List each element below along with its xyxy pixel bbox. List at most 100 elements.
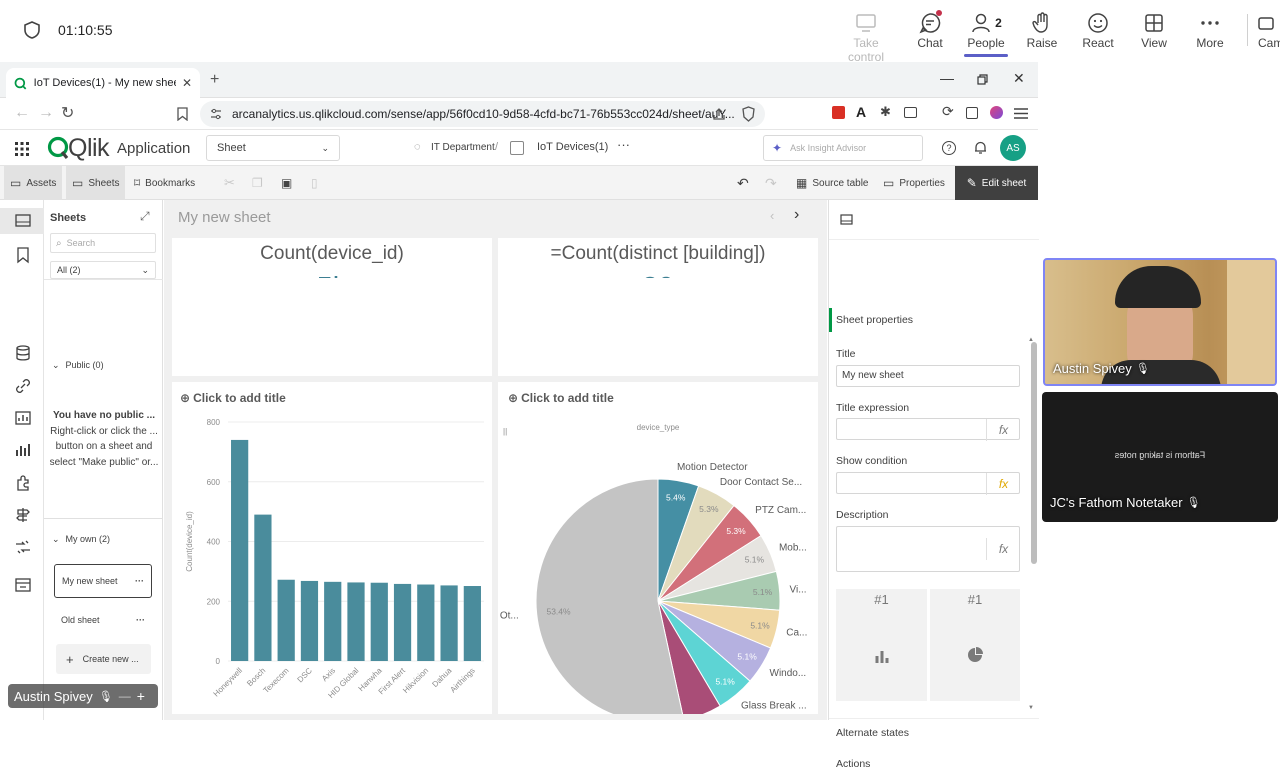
people-button[interactable]: 2 People (958, 10, 1014, 57)
copy-icon[interactable]: ❐ (252, 176, 263, 190)
fx-icon[interactable]: fx (986, 419, 1020, 441)
signpost-icon[interactable] (14, 506, 32, 524)
source-table-button[interactable]: ▦ Source table (796, 166, 869, 200)
breadcrumb-app[interactable]: IoT Devices(1) (537, 141, 609, 153)
master-items-icon[interactable] (14, 441, 32, 459)
menu-icon[interactable] (1014, 108, 1028, 119)
props-scrollbar[interactable] (1031, 342, 1037, 564)
reload-icon[interactable]: ↻ (61, 105, 75, 122)
add-title-prompt[interactable]: ⊕ Click to add title (180, 391, 286, 405)
brave-shield-icon[interactable] (741, 106, 756, 122)
pie-chart[interactable]: device_type 5.4% Motion Detector 5.3% Door C… (498, 410, 818, 720)
media-icon[interactable] (14, 576, 32, 594)
cut-icon[interactable]: ✂ (224, 175, 235, 190)
chart-rail-icon[interactable] (14, 409, 32, 427)
sheets-button[interactable]: ▭ Sheets (66, 166, 126, 200)
bookmark-rail-icon[interactable] (14, 246, 32, 264)
insight-advisor-search[interactable]: ✦ Ask Insight Advisor (763, 135, 923, 161)
thumbnail-pie[interactable]: #1 (930, 589, 1020, 701)
redo-icon[interactable]: ↷ (765, 174, 777, 191)
help-icon[interactable]: ? (942, 141, 956, 155)
assets-button[interactable]: ▭ Assets (4, 166, 63, 200)
actions-section[interactable]: Actions (836, 758, 871, 770)
show-condition-input[interactable] (836, 472, 1020, 494)
prev-sheet-icon[interactable]: ‹ (770, 208, 775, 223)
participant-video-austin[interactable]: Austin Spivey 🎙 (1043, 258, 1277, 386)
alternate-states-section[interactable]: Alternate states (836, 727, 909, 739)
title-input[interactable]: My new sheet (836, 365, 1020, 387)
resize-handle-icon[interactable]: || (503, 427, 508, 436)
pie-chart-card[interactable]: ⊕ Click to add title device_type 5.4% Motio… (498, 382, 818, 720)
properties-button[interactable]: ▭ Properties (883, 166, 945, 200)
sheet-more-icon[interactable]: ··· (135, 576, 144, 586)
automation-icon[interactable] (14, 538, 32, 556)
sheet-more-icon[interactable]: ··· (136, 615, 145, 625)
sheets-search-input[interactable]: ⌕ Search (50, 233, 156, 253)
mode-select[interactable]: Sheet ⌄ (206, 135, 340, 161)
extension-box-icon[interactable] (966, 107, 978, 119)
breadcrumb-space[interactable]: IT Department (431, 142, 495, 153)
more-button[interactable]: More (1182, 10, 1238, 50)
description-textarea[interactable] (836, 526, 1020, 572)
url-field[interactable]: arcanalytics.us.qlikcloud.com/sense/app/… (200, 101, 765, 127)
tab-close-icon[interactable]: ✕ (181, 76, 192, 90)
sheet-item-my-new-sheet[interactable]: My new sheet ··· (54, 564, 152, 598)
view-button[interactable]: View (1126, 10, 1182, 50)
extension-a-icon[interactable]: A (856, 104, 867, 120)
minus-icon[interactable]: — (118, 689, 131, 703)
forward-icon[interactable]: → (38, 104, 54, 121)
app-launcher-icon[interactable] (15, 142, 29, 156)
undo-icon[interactable]: ↶ (737, 174, 749, 191)
extension-puzzle-icon[interactable]: ✱ (880, 104, 891, 119)
extension-sync-icon[interactable]: ⟳ (942, 103, 954, 119)
plus-icon[interactable]: + (136, 688, 145, 704)
self-view-bar[interactable]: Austin Spivey 🎙 — + (8, 684, 158, 708)
bar-chart[interactable]: 0 200 400 600 800 Count(device_id) Honeywell Bo… (172, 410, 492, 720)
extension-calendar-icon[interactable] (832, 106, 845, 119)
next-sheet-icon[interactable]: › (794, 206, 800, 223)
qlik-logo[interactable]: Qlik (47, 133, 110, 163)
profile-icon[interactable] (990, 106, 1003, 119)
app-more-icon[interactable]: ··· (617, 137, 630, 152)
sheets-rail-icon[interactable] (14, 212, 32, 230)
fx-icon[interactable]: fx (986, 473, 1020, 495)
add-title-prompt[interactable]: ⊕ Click to add title (508, 391, 614, 405)
minimize-icon[interactable]: — (940, 70, 954, 86)
title-expression-input[interactable] (836, 418, 1020, 440)
thumbnail-bar[interactable]: #1 (836, 589, 927, 701)
camera-button[interactable]: Cam (1258, 10, 1280, 50)
extensions-icon[interactable] (14, 474, 32, 492)
user-avatar[interactable]: AS (1000, 135, 1026, 161)
bell-icon[interactable] (974, 140, 987, 155)
restore-icon[interactable] (977, 74, 988, 85)
props-section-title[interactable]: Sheet properties (836, 314, 914, 326)
browser-tab[interactable]: IoT Devices(1) - My new sheet | S ✕ (6, 68, 200, 98)
database-icon[interactable] (14, 344, 32, 362)
paste-icon[interactable]: ▣ (281, 176, 293, 190)
back-icon[interactable]: ← (14, 104, 30, 121)
sheet-item-old-sheet[interactable]: Old sheet ··· (54, 606, 152, 634)
create-new-sheet-button[interactable]: + Create new ... (56, 644, 151, 674)
participant-video-notetaker[interactable]: Fathom is taking notes JC's Fathom Notet… (1042, 392, 1278, 522)
site-settings-icon[interactable] (210, 108, 222, 120)
edit-sheet-button[interactable]: ✎ Edit sheet (955, 166, 1038, 200)
scroll-down-icon[interactable]: ▼ (1028, 705, 1034, 711)
bar-chart-card[interactable]: ⊕ Click to add title 0 200 400 600 800 Count(d… (172, 382, 492, 720)
delete-icon[interactable]: ▯ (311, 176, 318, 190)
scroll-up-icon[interactable]: ▲ (1028, 337, 1034, 343)
expand-icon[interactable]: ⤢ (140, 209, 150, 223)
bookmarks-button[interactable]: ⌑ Bookmarks (134, 166, 195, 200)
bookmark-icon[interactable] (177, 107, 188, 121)
raise-hand-button[interactable]: Raise (1014, 10, 1070, 50)
fx-icon[interactable]: fx (986, 538, 1020, 560)
extension-camera-icon[interactable] (904, 107, 917, 118)
link-icon[interactable] (14, 377, 32, 395)
react-button[interactable]: React (1070, 10, 1126, 50)
share-icon[interactable] (712, 107, 726, 121)
window-close-icon[interactable]: ✕ (1013, 70, 1025, 86)
chat-button[interactable]: Chat (902, 10, 958, 50)
public-section-header[interactable]: ⌄ Public (0) (52, 360, 104, 371)
my-own-section-header[interactable]: ⌄ My own (2) (52, 534, 110, 545)
new-tab-icon[interactable]: + (210, 71, 220, 88)
sheets-filter-select[interactable]: All (2) ⌄ (50, 261, 156, 279)
